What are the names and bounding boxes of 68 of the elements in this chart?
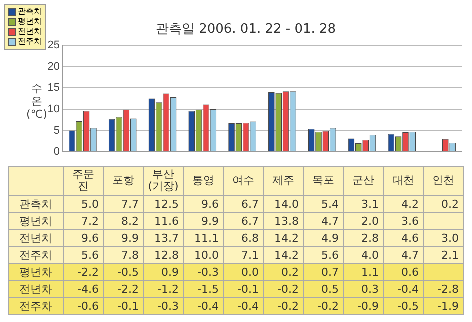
data-label: 7.2 xyxy=(64,212,104,230)
data-label: 5.4 xyxy=(304,196,344,212)
data-label: 10.0 xyxy=(184,246,224,264)
data-label: 6.7 xyxy=(224,196,264,212)
x-tick-label: 여수 xyxy=(224,166,264,196)
x-tick-label: 목포 xyxy=(304,166,344,196)
data-label: 8.2 xyxy=(104,212,144,230)
y-axis-title: 수온 (℃) xyxy=(26,82,48,121)
legend-label: 관측치 xyxy=(17,7,42,17)
data-label: 12.5 xyxy=(144,196,184,212)
legend-label: 평년치 xyxy=(17,17,42,27)
x-tick-label: 포항 xyxy=(104,166,144,196)
text: 전년차 -4.6 -2.2 -1.2 -1.5 -0.1 -0.2 0.5 0.3 -0.4 -2.8 xyxy=(20,282,459,296)
text: 전주차 -0.6 -0.1 -0.3 -0.4 -0.4 -0.2 -0.2 -0.9 -0.5 -1.9 xyxy=(20,300,459,312)
x-tick-label: 제주 xyxy=(264,166,304,196)
data-label: 6.8 xyxy=(224,230,264,246)
legend-label: 전년치 xyxy=(17,27,42,37)
data-label: 9.6 xyxy=(184,196,224,212)
x-tick-label: 대천 xyxy=(384,166,424,196)
data-label: 6.7 xyxy=(224,212,264,230)
y-tick-label: 25 xyxy=(48,40,60,52)
text: 관측치 xyxy=(20,198,52,210)
data-label: 2.8 xyxy=(344,230,384,246)
data-label: 13.7 xyxy=(144,230,184,246)
data-label: 14.2 xyxy=(264,230,304,246)
data-label: 2.1 xyxy=(424,246,464,264)
data-label: 7.1 xyxy=(224,246,264,264)
x-tick-label: 부산 (기장) xyxy=(144,166,184,196)
data-label: 4.0 xyxy=(344,246,384,264)
text: 전년치 xyxy=(20,232,52,244)
x-tick-label: 인천 xyxy=(424,166,464,196)
data-label: 14.2 xyxy=(264,246,304,264)
data-label: 2.0 xyxy=(344,212,384,230)
data-label: 9.9 xyxy=(184,212,224,230)
data-label: 3.1 xyxy=(344,196,384,212)
data-label: 13.8 xyxy=(264,212,304,230)
legend-label: 전주치 xyxy=(17,37,42,47)
y-tick-label: 0 xyxy=(54,146,60,158)
data-label: 0.2 xyxy=(424,196,464,212)
data-label: 4.7 xyxy=(384,246,424,264)
data-label: 9.9 xyxy=(104,230,144,246)
data-label: 5.6 xyxy=(304,246,344,264)
data-label: 5.0 xyxy=(64,196,104,212)
y-tick-label: 5 xyxy=(54,124,60,137)
text: 평년치 xyxy=(20,214,52,228)
x-tick-label: 주문진 xyxy=(64,166,104,196)
x-tick-label: 군산 xyxy=(344,166,384,196)
data-label: 14.0 xyxy=(264,196,304,212)
data-label: 11.1 xyxy=(184,230,224,246)
x-tick-label: 통영 xyxy=(184,166,224,196)
y-tick-label: 10 xyxy=(48,103,60,116)
data-label: 7.8 xyxy=(104,246,144,264)
data-label: 4.9 xyxy=(304,230,344,246)
data-label: 11.6 xyxy=(144,212,184,230)
data-label: 3.0 xyxy=(424,230,464,246)
chart-title: 관측일 2006. 01. 22 - 01. 28 xyxy=(156,22,336,38)
y-tick-label: 15 xyxy=(48,82,60,94)
data-label: 4.2 xyxy=(384,196,424,212)
data-label: 9.6 xyxy=(64,230,104,246)
data-label: 5.6 xyxy=(64,246,104,264)
data-label: 12.8 xyxy=(144,246,184,264)
data-label: 4.6 xyxy=(384,230,424,246)
text: 전주치 xyxy=(20,248,52,262)
text: 평년차 -2.2 -0.5 0.9 -0.3 0.0 0.2 0.7 1.1 0.6 xyxy=(20,266,419,278)
data-label: 3.6 xyxy=(384,212,424,230)
data-label: 7.7 xyxy=(104,196,144,212)
data-label: 4.7 xyxy=(304,212,344,230)
y-tick-label: 20 xyxy=(48,60,60,73)
